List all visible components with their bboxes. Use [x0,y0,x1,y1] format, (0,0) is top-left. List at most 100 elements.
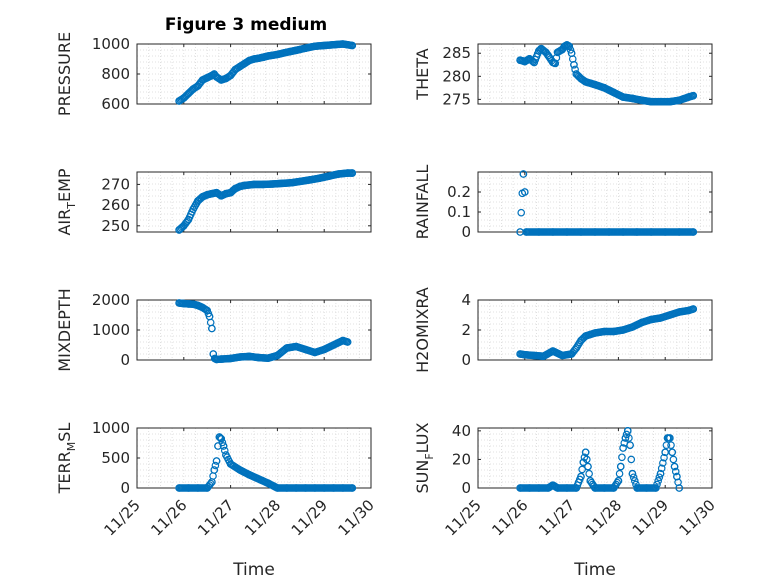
data-point [675,484,684,492]
data-point [180,299,188,308]
data-point [329,341,338,349]
data-point [175,484,183,492]
y-tick-label: 0 [120,479,130,497]
data-point [287,178,296,187]
data-point [226,354,235,363]
data-point [184,484,193,492]
data-point [516,484,524,492]
data-point [301,484,310,492]
data-point [577,472,585,481]
data-point [666,97,674,106]
data-point [673,472,681,481]
data-point [647,315,655,324]
y-tick-label: 2 [461,321,471,339]
data-point [194,197,202,205]
data-point [637,318,646,327]
data-point [214,442,222,450]
data-point [652,484,660,492]
data-point [212,355,221,364]
data-marker [216,434,225,442]
data-point [572,344,581,352]
data-point [208,189,216,198]
data-point [339,484,347,492]
data-point [311,484,319,492]
data-marker [625,434,633,442]
data-point [245,352,254,361]
data-marker [659,459,667,467]
data-point [591,80,599,89]
y-tick-label: 0 [461,223,471,241]
data-point [198,193,207,201]
data-point [311,42,319,51]
y-tick-label: 0 [120,351,130,369]
data-point [268,51,277,60]
data-point [689,228,698,236]
data-point [525,484,534,492]
data-point [343,338,352,346]
data-point [189,300,197,309]
data-point [254,475,263,483]
y-axis-label-part: TERR [55,451,74,494]
data-point [663,434,672,442]
data-marker [627,455,636,464]
data-point [642,484,651,492]
data-point [320,41,329,50]
subplot-mixdepth: 0 1000 2000 MIXDEPTH [55,288,372,372]
data-point [205,312,214,321]
data-point [637,96,646,105]
data-point [212,457,221,465]
data-point [661,448,670,457]
data-point [215,433,224,441]
y-tick-label: 600 [101,95,130,113]
data-point [311,348,319,357]
data-point [572,484,581,492]
data-point [668,448,677,457]
data-point [194,301,202,310]
y-tick-label: 275 [442,90,471,108]
data-marker [585,469,593,478]
data-point [551,59,560,68]
data-point [647,97,655,106]
y-axis-label: RAINFALL [413,165,432,240]
y-tick-label: 0.1 [447,203,471,221]
data-point [670,462,679,471]
data-point [675,308,684,316]
data-point [609,327,618,336]
data-point [194,82,202,90]
y-axis-label: THETA [413,48,432,100]
y-tick-label: 1000 [92,321,130,339]
y-axis-label-part: AIR [55,209,74,236]
data-marker [618,453,626,462]
y-tick-label: 270 [101,175,130,193]
data-marker [211,461,220,470]
data-point [245,56,254,65]
y-tick-label: 1000 [92,419,130,437]
data-point [236,353,244,361]
data-point [236,466,244,474]
data-point [198,76,207,84]
data-point [574,72,583,81]
data-point [320,484,329,492]
data-point [329,40,338,49]
y-tick-label: 20 [452,450,471,468]
data-point [184,215,193,224]
data-point [520,350,529,359]
data-point [522,228,531,236]
data-point [222,189,230,198]
data-point [516,350,524,358]
data-point [259,180,268,189]
data-point [535,47,543,55]
data-point [609,484,618,492]
y-axis-label-subscript: T [65,202,78,210]
data-point [581,332,590,340]
data-point [231,184,240,193]
y-tick-label: 285 [442,44,471,62]
subplot-rainfall: 0 0.1 0.2 RAINFALL [413,165,713,241]
data-point [306,176,314,184]
y-axis-label-part: SL [55,423,74,442]
data-point [558,351,567,360]
data-point [621,434,630,442]
data-point [226,460,235,468]
data-point [572,70,581,78]
